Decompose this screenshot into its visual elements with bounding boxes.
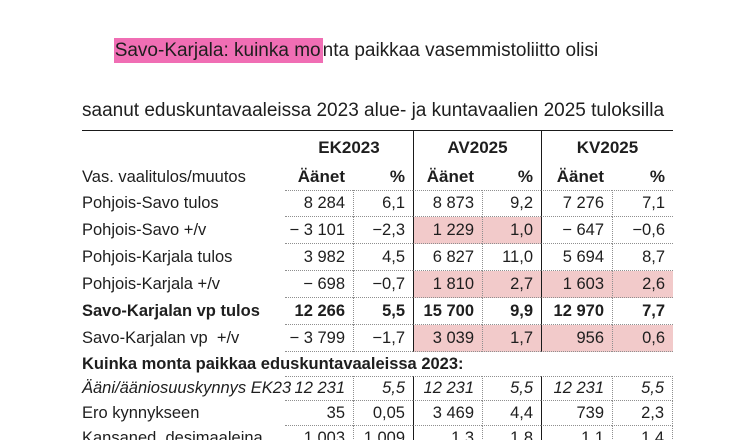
cell: 5,5 [482,376,541,401]
cell: 12 231 [285,376,353,401]
cell: 1,1 [541,426,612,440]
corner-label: Vas. vaalitulos/muutos [82,167,246,186]
page-title-line2: saanut eduskuntavaaleissa 2023 alue- ja … [82,100,665,121]
cell: 11,0 [482,244,541,271]
cell: 35 [285,401,353,426]
cell: −2,3 [353,217,413,244]
table-row: Pohjois-Savo tulos 8 284 6,1 8 873 9,2 7… [82,190,673,217]
cell: − 698 [285,271,353,298]
col-header-av-votes: Äänet [413,164,482,190]
group-header-kv2025: KV2025 [541,131,673,164]
row-label: Savo-Karjalan vp +/v [82,329,240,347]
cell: − 3 101 [285,217,353,244]
cell: 5,5 [353,376,413,401]
cell: 6 827 [413,244,482,271]
cell: − 3 799 [285,325,353,352]
cell: 1,0 [482,217,541,244]
row-label: Pohjois-Savo tulos [82,194,219,212]
row-label: Pohjois-Savo +/v [82,221,207,239]
cell: 2,6 [612,271,673,298]
group-header-row: EK2023 AV2025 KV2025 [82,131,673,164]
section-header: Kuinka monta paikkaa eduskuntavaaleissa … [82,354,464,373]
group-header-av2025: AV2025 [413,131,541,164]
column-header-row: Vas. vaalitulos/muutos Äänet % Äänet % Ä… [82,164,673,190]
col-header-kv-votes: Äänet [541,164,612,190]
cell: 9,9 [482,298,541,325]
cell: 4,4 [482,401,541,426]
row-label: Ero kynnykseen [82,404,200,422]
cell: 7,1 [612,190,673,217]
cell: 2,7 [482,271,541,298]
row-label: Pohjois-Karjala tulos [82,248,233,266]
col-header-ek-votes: Äänet [297,167,345,186]
cell: 12 970 [541,298,612,325]
cell: 1 603 [541,271,612,298]
cell: 1,4 [612,426,673,440]
col-header-av-pct: % [517,167,533,186]
cell: 8 284 [285,190,353,217]
cell: 0,05 [353,401,413,426]
cell: 1,009 [353,426,413,440]
cell: 9,2 [482,190,541,217]
col-header-kv-pct: % [649,167,665,186]
cell: 8,7 [612,244,673,271]
cell: −0,6 [612,217,673,244]
row-label: Kansaned. desimaaleina [82,429,263,440]
cell: 739 [541,401,612,426]
cell: 12 231 [541,376,612,401]
cell: 8 873 [413,190,482,217]
content-area: Savo-Karjala: kuinka mo nta paikkaa vasem… [82,6,682,440]
cell: 3 982 [285,244,353,271]
row-label: Ääni/ääniosuuskynnys EK23 [82,379,292,397]
cell: 7,7 [612,298,673,325]
cell: 4,5 [353,244,413,271]
cell: 1 229 [413,217,482,244]
cell: 5,5 [612,376,673,401]
cell: 3 039 [413,325,482,352]
cell: −1,7 [353,325,413,352]
cell: 1,7 [482,325,541,352]
section-header-row: Kuinka monta paikkaa eduskuntavaaleissa … [82,352,673,376]
table-row-total: Savo-Karjalan vp tulos 12 266 5,5 15 700… [82,298,673,325]
title-line1-rest: nta paikkaa vasemmistoliitto olisi [322,40,599,61]
cell: − 647 [541,217,612,244]
group-header-spacer [82,131,285,164]
group-header-ek2023: EK2023 [318,137,380,157]
cell: −0,7 [353,271,413,298]
cell: 0,6 [612,325,673,352]
cell: 5,5 [353,298,413,325]
cell: 1 810 [413,271,482,298]
cell: 2,3 [612,401,673,426]
cell: 3 469 [413,401,482,426]
table-row: Kansaned. desimaaleina 1,003 1,009 1,3 1… [82,426,673,440]
row-label: Savo-Karjalan vp tulos [82,302,260,320]
cell: 12 266 [285,298,353,325]
cell: 956 [541,325,612,352]
cell: 12 231 [413,376,482,401]
cell: 1,3 [413,426,482,440]
title-highlight: Savo-Karjala: kuinka mo [113,38,323,63]
table-row: Ero kynnykseen 35 0,05 3 469 4,4 739 2,3 [82,401,673,426]
cell: 5 694 [541,244,612,271]
data-table: EK2023 AV2025 KV2025 Vas. vaalitulos/muu… [82,130,673,440]
row-label: Pohjois-Karjala +/v [82,275,221,293]
cell: 15 700 [413,298,482,325]
table-row: Pohjois-Karjala +/v − 698 −0,7 1 810 2,7… [82,271,673,298]
col-header-ek-pct: % [389,167,405,186]
cell: 1,003 [285,426,353,440]
cell: 6,1 [353,190,413,217]
cell: 1,8 [482,426,541,440]
cell: 7 276 [541,190,612,217]
table-row: Pohjois-Karjala tulos 3 982 4,5 6 827 11… [82,244,673,271]
table-row: Pohjois-Savo +/v − 3 101 −2,3 1 229 1,0 … [82,217,673,244]
table-row: Savo-Karjalan vp +/v − 3 799 −1,7 3 039 … [82,325,673,352]
table-row-threshold: Ääni/ääniosuuskynnys EK23 12 231 5,5 12 … [82,376,673,401]
page-title: Savo-Karjala: kuinka mo nta paikkaa vasem… [82,6,682,96]
